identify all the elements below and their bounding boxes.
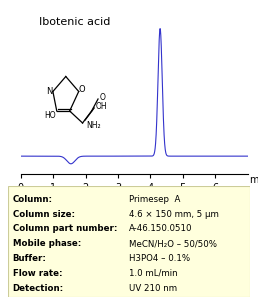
Text: Column size:: Column size: [13, 210, 75, 219]
Text: A-46.150.0510: A-46.150.0510 [129, 224, 192, 233]
Text: 4.6 × 150 mm, 5 μm: 4.6 × 150 mm, 5 μm [129, 210, 219, 219]
Text: N: N [46, 87, 52, 96]
Text: 1.0 mL/min: 1.0 mL/min [129, 269, 178, 278]
Text: Flow rate:: Flow rate: [13, 269, 62, 278]
Text: Ibotenic acid: Ibotenic acid [39, 17, 110, 27]
Text: Buffer:: Buffer: [13, 254, 46, 263]
Text: UV 210 nm: UV 210 nm [129, 284, 177, 292]
Text: Column:: Column: [13, 195, 53, 204]
Text: Primesep  A: Primesep A [129, 195, 180, 204]
FancyBboxPatch shape [8, 186, 250, 297]
Text: O: O [79, 85, 85, 94]
Text: Column part number:: Column part number: [13, 224, 117, 233]
Text: min: min [249, 175, 258, 185]
Text: Mobile phase:: Mobile phase: [13, 239, 81, 248]
Text: OH: OH [95, 102, 107, 111]
Text: HO: HO [44, 111, 56, 120]
Text: Detection:: Detection: [13, 284, 64, 292]
Text: NH₂: NH₂ [86, 122, 101, 130]
Text: H3PO4 – 0.1%: H3PO4 – 0.1% [129, 254, 190, 263]
Text: MeCN/H₂O – 50/50%: MeCN/H₂O – 50/50% [129, 239, 217, 248]
Text: O: O [99, 93, 105, 102]
